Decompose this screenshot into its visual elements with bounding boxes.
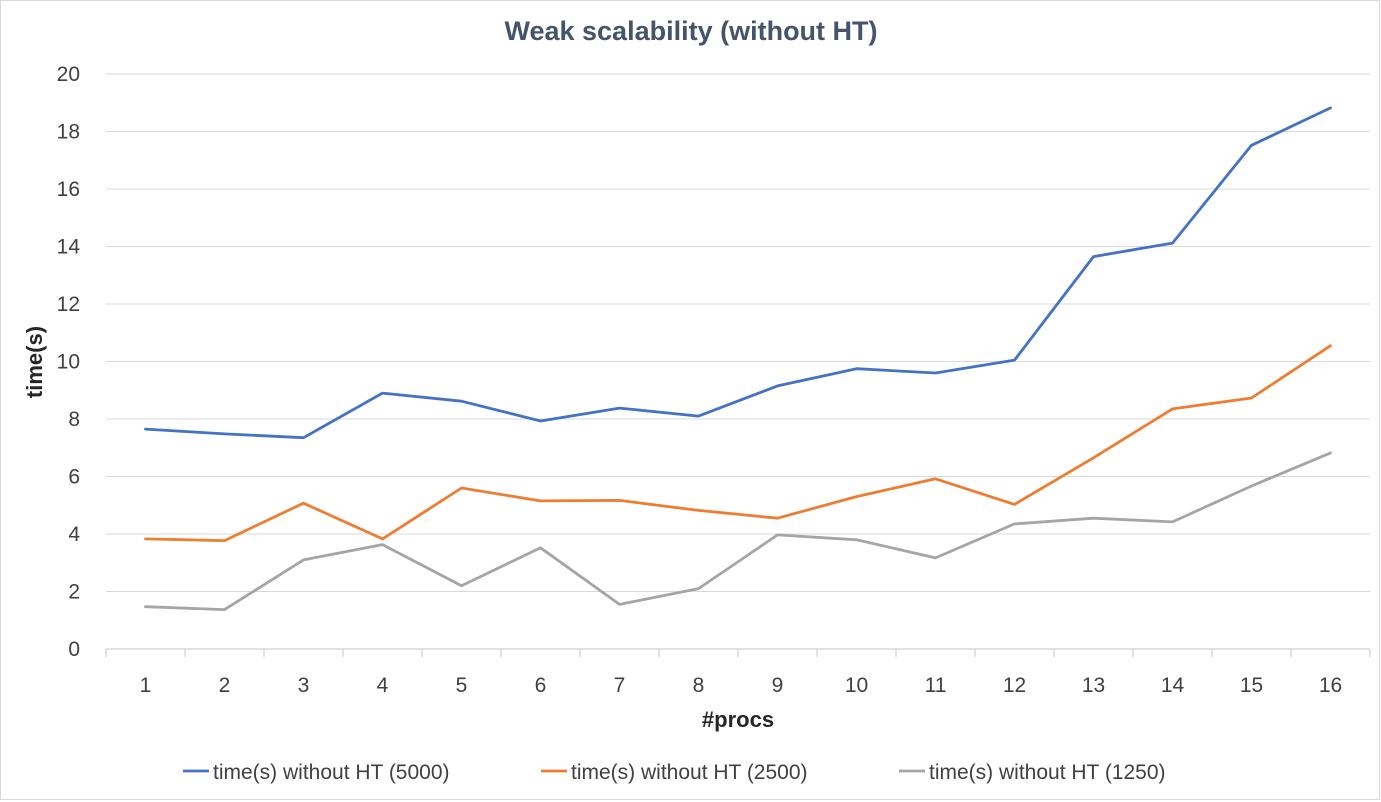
legend-label: time(s) without HT (1250) bbox=[929, 761, 1166, 784]
series-line-2 bbox=[144, 344, 1332, 542]
series-lines bbox=[144, 106, 1332, 611]
legend: time(s) without HT (5000) time(s) without… bbox=[183, 761, 1166, 784]
x-tick-label: 6 bbox=[535, 674, 547, 697]
x-tick-label: 7 bbox=[614, 674, 626, 697]
x-tick-label: 5 bbox=[456, 674, 468, 697]
x-tick-label: 14 bbox=[1161, 674, 1185, 697]
x-axis-title: #procs bbox=[702, 707, 774, 732]
x-tick-label: 12 bbox=[1003, 674, 1026, 697]
series-line-1 bbox=[144, 106, 1332, 440]
x-tick-label: 16 bbox=[1319, 674, 1342, 697]
series-line-3 bbox=[144, 451, 1332, 611]
y-tick-label: 12 bbox=[57, 293, 80, 316]
chart-title: Weak scalability (without HT) bbox=[504, 16, 877, 46]
x-tick-label: 2 bbox=[219, 674, 231, 697]
y-tick-label: 18 bbox=[57, 121, 80, 144]
y-tick-label: 14 bbox=[57, 236, 81, 259]
y-tick-label: 4 bbox=[68, 523, 80, 546]
x-tick-label: 10 bbox=[845, 674, 868, 697]
x-axis-tick-labels: 1 2 3 4 5 6 7 8 9 10 11 12 13 14 15 16 bbox=[140, 674, 1343, 697]
y-tick-label: 6 bbox=[68, 466, 80, 489]
x-tick-label: 1 bbox=[140, 674, 152, 697]
y-tick-label: 8 bbox=[68, 408, 80, 431]
y-tick-label: 0 bbox=[68, 638, 80, 661]
x-axis-line bbox=[105, 648, 1371, 657]
x-tick-label: 9 bbox=[772, 674, 784, 697]
x-tick-label: 3 bbox=[298, 674, 310, 697]
x-tick-label: 4 bbox=[377, 674, 389, 697]
y-tick-label: 2 bbox=[68, 581, 80, 604]
y-axis-tick-labels: 0 2 4 6 8 10 12 14 16 18 20 bbox=[57, 63, 81, 661]
x-tick-label: 13 bbox=[1082, 674, 1105, 697]
legend-label: time(s) without HT (5000) bbox=[213, 761, 450, 784]
y-tick-label: 10 bbox=[57, 351, 80, 374]
legend-label: time(s) without HT (2500) bbox=[571, 761, 808, 784]
x-tick-label: 15 bbox=[1240, 674, 1263, 697]
x-tick-label: 8 bbox=[693, 674, 705, 697]
y-tick-label: 16 bbox=[57, 178, 80, 201]
y-axis-title: time(s) bbox=[22, 326, 47, 398]
y-tick-label: 20 bbox=[57, 63, 80, 86]
x-tick-label: 11 bbox=[925, 674, 947, 697]
